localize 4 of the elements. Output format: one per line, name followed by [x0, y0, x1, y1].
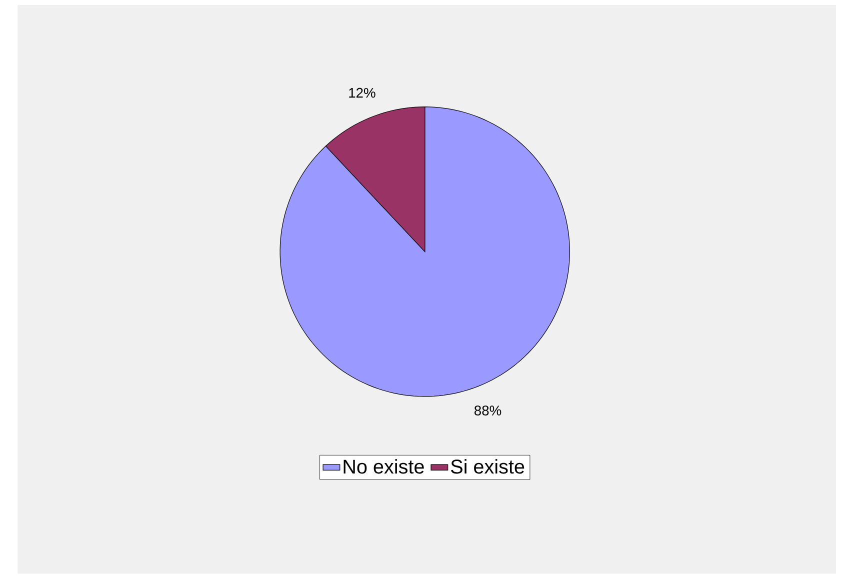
legend-label: No existe	[344, 459, 424, 474]
data-label: 12%	[349, 88, 376, 98]
legend-label: Si existe	[451, 459, 524, 474]
data-label: 88%	[474, 406, 502, 416]
